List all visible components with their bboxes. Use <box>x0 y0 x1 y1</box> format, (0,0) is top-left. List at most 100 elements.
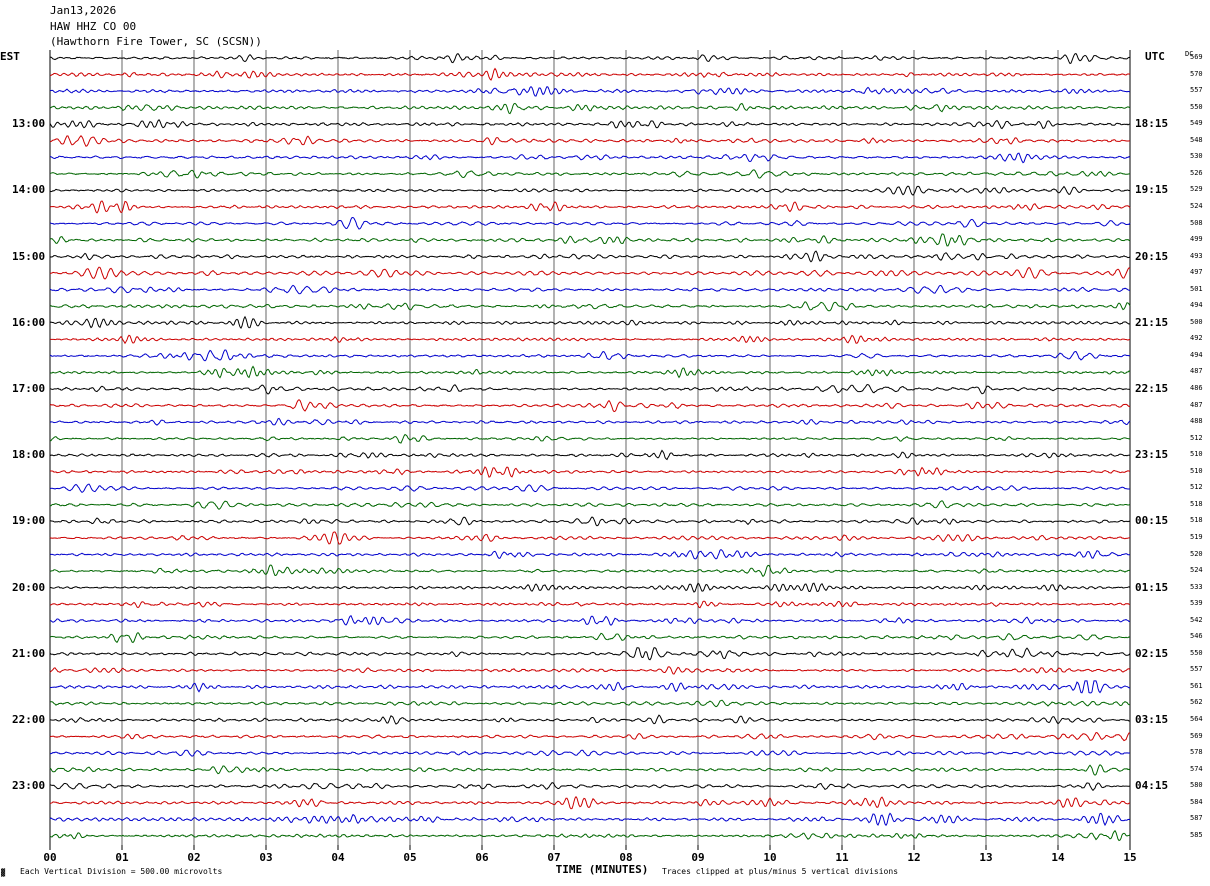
dc-offset-label: 519 <box>1190 532 1203 541</box>
x-tick-label: 14 <box>1051 851 1065 864</box>
trace-row-3 <box>49 102 1131 115</box>
x-tick-label: 01 <box>115 851 129 864</box>
scale-note: Each Vertical Division = 500.00 microvol… <box>20 867 223 876</box>
trace-row-46 <box>49 812 1131 827</box>
trace-row-24 <box>49 449 1131 461</box>
dc-offset-label: 530 <box>1190 152 1203 161</box>
trace-row-42 <box>49 749 1131 757</box>
left-hour-label: 20:00 <box>12 580 46 594</box>
dc-offset-label: 500 <box>1190 317 1203 326</box>
dc-offset-label: 510 <box>1190 450 1203 459</box>
trace-row-10 <box>49 216 1131 230</box>
x-tick-label: 08 <box>619 851 632 864</box>
left-hour-label: 23:00 <box>12 779 46 793</box>
trace-row-23 <box>49 433 1131 444</box>
x-tick-label: 06 <box>475 851 489 864</box>
trace-row-26 <box>49 483 1131 494</box>
trace-row-4 <box>49 119 1131 130</box>
x-tick-label: 09 <box>691 851 704 864</box>
trace-row-29 <box>49 531 1131 545</box>
dc-offset-label: 580 <box>1190 781 1203 790</box>
corner-mark: ▓ <box>1 869 6 877</box>
trace-row-33 <box>49 600 1131 609</box>
dc-offset-label: 561 <box>1190 681 1203 690</box>
trace-row-25 <box>49 466 1131 478</box>
dc-offset-label: 492 <box>1190 334 1203 343</box>
dc-offset-label: 557 <box>1190 86 1203 95</box>
trace-row-47 <box>49 829 1131 842</box>
dc-offset-label: 497 <box>1190 268 1203 277</box>
left-hour-label: 16:00 <box>12 315 46 329</box>
clip-note: Traces clipped at plus/minus 5 vertical … <box>662 867 899 876</box>
dc-offset-label: 486 <box>1190 384 1203 392</box>
x-tick-label: 07 <box>547 851 560 864</box>
dc-offset-label: 585 <box>1190 830 1203 839</box>
left-hour-label: 22:00 <box>12 713 46 726</box>
dc-offset-label: 546 <box>1190 632 1203 641</box>
x-tick-label: 04 <box>331 851 345 864</box>
dc-offset-label: 539 <box>1190 599 1203 608</box>
trace-row-36 <box>49 647 1131 661</box>
header-date: Jan13,2026 <box>50 4 117 17</box>
right-hour-label: 00:15 <box>1135 514 1169 528</box>
dc-offset-label: 550 <box>1190 648 1203 657</box>
trace-row-16 <box>49 315 1131 330</box>
dc-offset-label: 570 <box>1190 69 1203 78</box>
dc-offset-label: 550 <box>1190 102 1203 111</box>
right-hour-label: 02:15 <box>1135 646 1169 660</box>
dc-offset-label: 493 <box>1190 251 1203 260</box>
trace-row-43 <box>49 764 1131 776</box>
trace-row-38 <box>50 680 1131 694</box>
trace-row-2 <box>49 85 1131 97</box>
trace-row-22 <box>49 417 1131 426</box>
dc-offset-label: 562 <box>1190 698 1203 707</box>
left-hour-label: 19:00 <box>12 514 46 528</box>
right-hour-label: 01:15 <box>1135 580 1169 594</box>
trace-row-19 <box>49 365 1131 379</box>
trace-row-14 <box>49 284 1131 295</box>
dc-offset-label: 549 <box>1190 119 1203 128</box>
trace-row-31 <box>49 564 1131 578</box>
dc-offset-label: 578 <box>1190 748 1203 757</box>
x-axis-title: TIME (MINUTES) <box>556 863 649 876</box>
dc-offset-label: 548 <box>1190 135 1203 144</box>
trace-row-12 <box>49 250 1131 263</box>
dc-offset-label: 564 <box>1190 715 1203 723</box>
dc-offset-label: 584 <box>1190 797 1203 806</box>
trace-row-34 <box>49 615 1131 626</box>
trace-row-9 <box>49 200 1131 214</box>
dc-offset-label: 542 <box>1190 615 1203 624</box>
trace-row-37 <box>49 666 1131 675</box>
dc-offset-label: 494 <box>1190 301 1203 310</box>
dc-offset-label: 569 <box>1190 731 1203 740</box>
left-hour-label: 14:00 <box>12 183 46 197</box>
dc-offset-label: 499 <box>1190 235 1203 244</box>
trace-row-20 <box>49 384 1131 395</box>
dc-offset-label: 524 <box>1190 566 1203 575</box>
dc-column-label: DC <box>1185 50 1194 58</box>
x-tick-label: 10 <box>763 851 776 864</box>
trace-row-11 <box>49 233 1131 247</box>
seismic-traces <box>49 52 1131 842</box>
trace-row-44 <box>49 782 1131 792</box>
header-station: HAW HHZ CO 00 <box>50 20 137 33</box>
dc-offset-label: 501 <box>1190 284 1203 293</box>
trace-row-13 <box>49 266 1131 280</box>
trace-row-45 <box>49 795 1131 810</box>
dc-offset-label: 487 <box>1190 400 1203 409</box>
dc-offset-label: 518 <box>1190 516 1203 525</box>
left-hour-label: 21:00 <box>12 646 46 660</box>
trace-row-35 <box>49 631 1131 644</box>
trace-row-18 <box>49 349 1131 362</box>
left-hour-label: 15:00 <box>12 249 46 263</box>
dc-offset-label: 574 <box>1190 764 1203 773</box>
dc-offset-label: 518 <box>1190 499 1203 508</box>
right-hour-label: 03:15 <box>1135 713 1169 726</box>
right-hour-label: 21:15 <box>1135 315 1169 329</box>
trace-row-21 <box>49 399 1131 413</box>
trace-row-15 <box>49 301 1131 312</box>
dc-offset-label: 510 <box>1190 466 1203 475</box>
right-hour-label: 22:15 <box>1135 382 1169 395</box>
trace-row-40 <box>49 714 1131 725</box>
trace-row-17 <box>49 334 1131 345</box>
